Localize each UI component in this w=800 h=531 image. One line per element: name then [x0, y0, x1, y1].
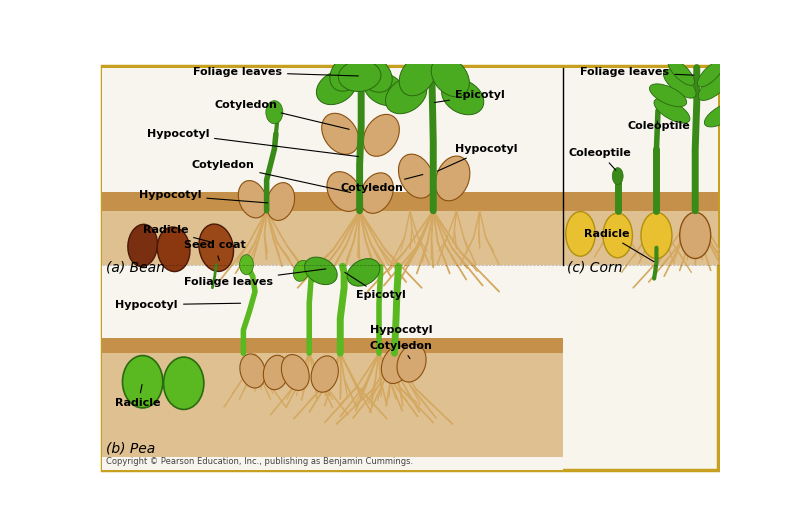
Ellipse shape [397, 345, 426, 382]
Ellipse shape [442, 79, 484, 115]
Ellipse shape [566, 211, 595, 256]
Ellipse shape [199, 224, 234, 271]
Ellipse shape [311, 356, 338, 392]
Ellipse shape [704, 102, 740, 127]
Ellipse shape [338, 61, 381, 91]
Bar [102, 192, 562, 211]
Bar [102, 67, 562, 264]
Ellipse shape [398, 154, 434, 198]
Text: Copyright © Pearson Education, Inc., publishing as Benjamin Cummings.: Copyright © Pearson Education, Inc., pub… [106, 457, 414, 466]
Text: Hypocotyl: Hypocotyl [115, 299, 241, 310]
Text: Cotyledon: Cotyledon [340, 175, 423, 193]
Ellipse shape [163, 357, 204, 409]
Text: (b) Pea: (b) Pea [106, 442, 155, 456]
Ellipse shape [698, 72, 731, 100]
Text: Cotyledon: Cotyledon [191, 160, 350, 192]
Ellipse shape [641, 212, 672, 259]
Ellipse shape [122, 356, 162, 408]
Text: (c) Corn: (c) Corn [567, 261, 623, 275]
Ellipse shape [266, 101, 283, 124]
Ellipse shape [282, 355, 310, 390]
Text: Coleoptile: Coleoptile [569, 148, 632, 170]
Ellipse shape [347, 259, 380, 286]
Ellipse shape [330, 53, 366, 91]
Text: Hypocotyl: Hypocotyl [370, 325, 432, 335]
Ellipse shape [327, 172, 362, 211]
Ellipse shape [158, 227, 190, 271]
Ellipse shape [654, 98, 690, 123]
Ellipse shape [355, 55, 392, 92]
Ellipse shape [399, 55, 436, 96]
Text: Hypocotyl: Hypocotyl [138, 191, 268, 203]
Ellipse shape [650, 84, 686, 107]
Text: Foliage leaves: Foliage leaves [581, 67, 694, 77]
Text: Seed coat: Seed coat [184, 241, 246, 261]
Bar [102, 338, 562, 353]
Text: Radicle: Radicle [142, 225, 212, 243]
Ellipse shape [322, 113, 358, 155]
Ellipse shape [431, 57, 470, 97]
Bar [102, 264, 562, 470]
Ellipse shape [435, 156, 470, 201]
Ellipse shape [240, 354, 266, 388]
Ellipse shape [386, 77, 426, 114]
Bar [102, 211, 562, 264]
Text: Hypocotyl: Hypocotyl [438, 144, 518, 171]
Ellipse shape [698, 61, 724, 87]
Ellipse shape [364, 73, 405, 106]
Text: Radicle: Radicle [584, 229, 654, 262]
Bar [562, 192, 718, 211]
Text: Radicle: Radicle [115, 384, 161, 408]
Ellipse shape [263, 355, 289, 390]
Ellipse shape [603, 213, 633, 258]
Text: Cotyledon: Cotyledon [214, 99, 349, 129]
Ellipse shape [612, 168, 623, 185]
Ellipse shape [668, 59, 694, 85]
Bar [562, 67, 718, 264]
Ellipse shape [363, 114, 399, 156]
Text: Epicotyl: Epicotyl [434, 90, 505, 102]
Ellipse shape [663, 70, 696, 98]
Ellipse shape [360, 173, 394, 213]
Ellipse shape [294, 260, 310, 281]
Text: Foliage leaves: Foliage leaves [193, 67, 358, 77]
Ellipse shape [313, 262, 329, 283]
Text: Epicotyl: Epicotyl [345, 272, 406, 301]
Text: Hypocotyl: Hypocotyl [146, 129, 358, 157]
Text: (a) Bean: (a) Bean [106, 261, 165, 275]
Text: Cotyledon: Cotyledon [370, 340, 433, 358]
Bar [102, 353, 562, 457]
Ellipse shape [680, 212, 710, 259]
Ellipse shape [238, 181, 267, 218]
Ellipse shape [128, 224, 158, 267]
Text: Foliage leaves: Foliage leaves [184, 269, 326, 287]
Ellipse shape [316, 71, 356, 105]
Text: Coleoptile: Coleoptile [627, 121, 690, 131]
Ellipse shape [382, 346, 410, 383]
Ellipse shape [239, 255, 254, 275]
Ellipse shape [305, 257, 337, 285]
Ellipse shape [266, 183, 294, 220]
Bar [562, 211, 718, 264]
